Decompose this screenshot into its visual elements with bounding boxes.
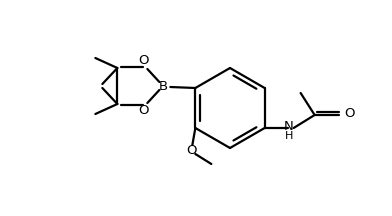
Text: H: H (285, 131, 293, 141)
Text: O: O (138, 54, 149, 67)
Text: B: B (159, 79, 168, 92)
Text: O: O (138, 105, 149, 118)
Text: N: N (284, 121, 294, 133)
Text: O: O (345, 107, 355, 120)
Text: O: O (186, 143, 197, 157)
